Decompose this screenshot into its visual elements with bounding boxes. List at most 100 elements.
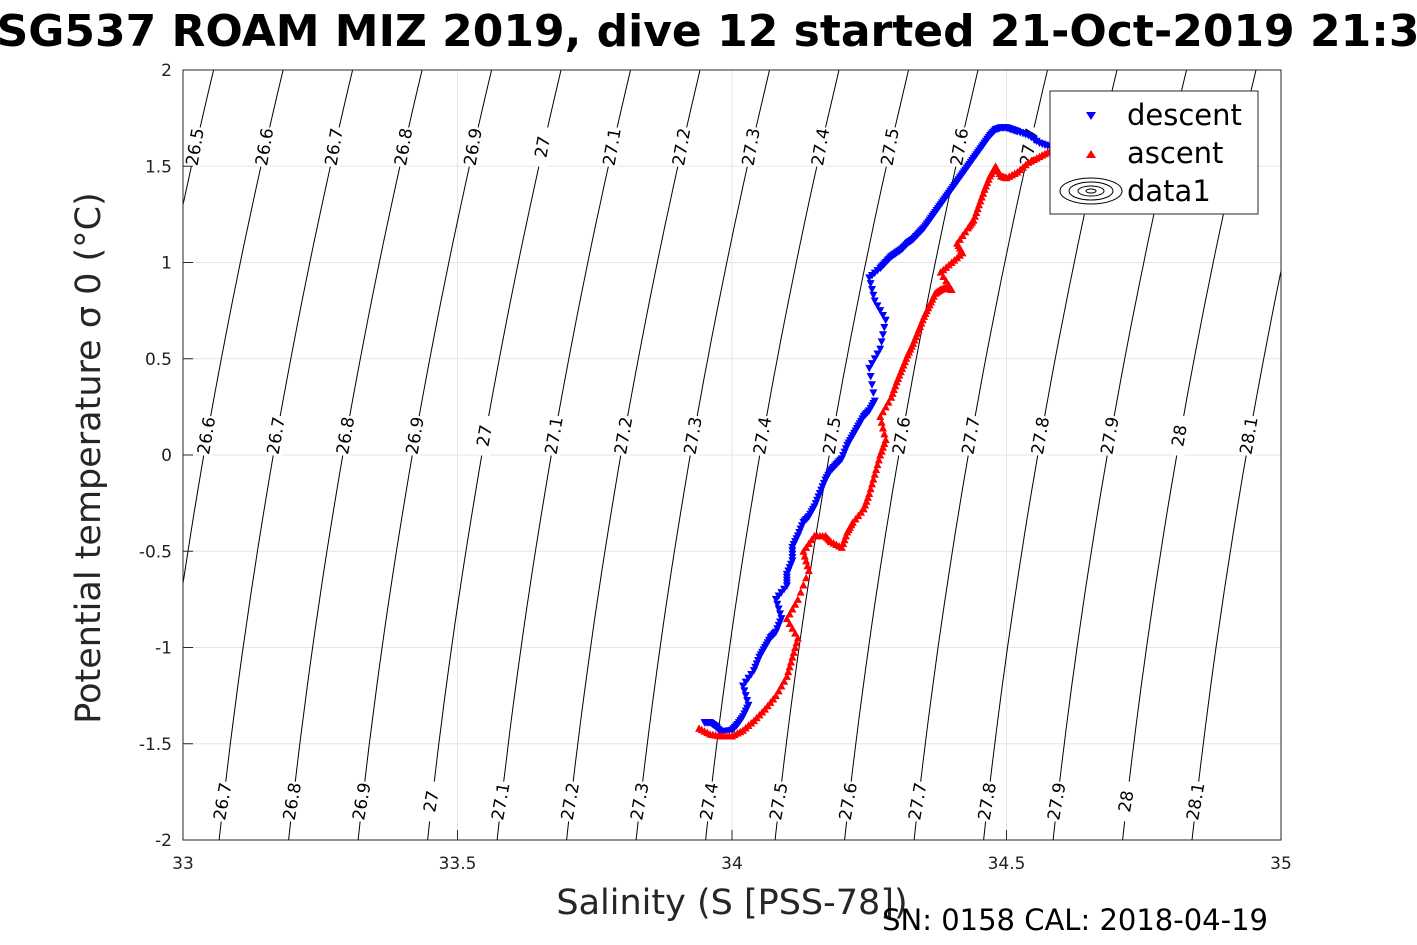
ascent-point — [877, 447, 886, 455]
isopycnal-label-bg — [261, 414, 289, 457]
descent-point — [743, 696, 752, 705]
ascent-point — [878, 424, 887, 432]
descent-point — [741, 692, 750, 700]
isopycnal-label-bg — [625, 779, 652, 823]
descent-point — [881, 316, 890, 325]
isopycnal-label-bg — [747, 414, 775, 457]
ascent-point — [784, 667, 793, 676]
y-tick-label: 1.5 — [145, 157, 172, 177]
isopycnal-label-bg — [597, 125, 625, 169]
isopycnal-label-bg — [208, 779, 235, 823]
isopycnal-label-bg — [694, 779, 722, 823]
isopycnal-label-group: 26.7 — [261, 414, 290, 457]
ascent-point — [876, 412, 885, 420]
ascent-point — [881, 402, 890, 411]
ascent-point — [878, 443, 887, 451]
isopycnal-label-bg — [277, 779, 305, 823]
isopycnal-label-bg — [388, 125, 416, 169]
ascent-point — [800, 552, 809, 560]
descent-point — [870, 397, 879, 406]
isopycnal-label-bg — [1111, 779, 1139, 823]
isopycnal-label-group: 26.9 — [458, 125, 487, 169]
y-tick-label: 0.5 — [145, 350, 172, 370]
isopycnal-label-bg — [875, 125, 903, 169]
ascent-point — [804, 539, 813, 548]
x-axis-ticks: 33 33.5 34 34.5 35 — [172, 830, 1292, 874]
ascent-point — [873, 460, 882, 469]
isopycnal-label-group: 27.7 — [903, 779, 932, 823]
isopycnal-label-bg — [1025, 414, 1053, 457]
isopycnal-label-bg — [956, 414, 983, 457]
isopycnal-label-bg — [817, 414, 845, 457]
descent-point — [867, 285, 876, 294]
descent-point — [878, 331, 887, 339]
ascent-point — [884, 398, 893, 406]
ascent-point — [880, 439, 889, 447]
ascent-point — [799, 580, 808, 589]
isopycnal-label-group: 28 — [1111, 779, 1139, 823]
descent-point — [777, 615, 786, 623]
isopycnal-label-bg — [764, 779, 791, 823]
isopycnal-label-bg — [486, 779, 513, 823]
isopycnal-label-bg — [666, 125, 694, 169]
isopycnal-label-group: 28 — [1164, 414, 1192, 457]
ascent-point — [872, 465, 881, 473]
isopycnal-label-group: 27 — [527, 125, 555, 169]
ascent-point — [841, 531, 850, 540]
x-tick-label: 34.5 — [988, 854, 1026, 874]
descent-point — [876, 307, 885, 315]
y-axis-label: Potential temperature σ 0 (°C) — [69, 192, 109, 724]
isopycnal-label-bg — [400, 414, 428, 457]
ascent-point — [939, 272, 948, 280]
ascent-point — [881, 435, 890, 444]
descent-point — [744, 701, 753, 710]
isopycnal-label-bg — [319, 125, 347, 169]
isopycnal-label-group: 27.7 — [956, 414, 985, 457]
descent-point — [877, 338, 886, 346]
isopycnal-label-bg — [469, 414, 497, 457]
isopycnal-line — [183, 70, 215, 208]
isopycnal-label-group: 27.1 — [539, 414, 568, 457]
ascent-point — [774, 686, 783, 695]
legend-ascent-label: ascent — [1127, 136, 1223, 170]
descent-point — [873, 302, 882, 310]
isopycnal-label-bg — [330, 414, 358, 457]
isopycnal-label-group: 27.2 — [608, 414, 637, 457]
ascent-point — [867, 479, 876, 488]
isopycnal-label: 27 — [420, 789, 443, 814]
ascent-point — [874, 455, 883, 464]
ascent-point — [782, 672, 791, 680]
descent-point — [866, 280, 875, 288]
ascent-point — [862, 497, 871, 505]
legend-box — [1049, 90, 1259, 215]
isopycnal-label: 27 — [473, 423, 496, 448]
ascent-point — [861, 501, 870, 509]
ascent-point — [802, 573, 811, 582]
isopycnal-label: 27 — [531, 135, 554, 160]
descent-point — [873, 350, 882, 358]
y-tick-label: -1.5 — [139, 735, 172, 755]
isopycnal-label-group: 28.1 — [1234, 414, 1263, 457]
isopycnal-label-bg — [180, 125, 208, 169]
descent-series — [700, 124, 1066, 737]
descent-point — [866, 373, 875, 381]
descent-point — [774, 605, 783, 613]
x-tick-label: 34 — [721, 854, 743, 874]
ascent-point — [785, 662, 794, 671]
isopycnal-label-bg — [1042, 779, 1069, 823]
ascent-point — [880, 429, 889, 438]
ascent-point — [866, 484, 875, 493]
isopycnal-label-group: 27.3 — [678, 414, 707, 457]
ascent-point — [793, 595, 802, 603]
ascent-point — [804, 566, 813, 574]
ascent-point — [807, 535, 816, 544]
ascent-point — [837, 543, 846, 551]
y-tick-label: 2 — [161, 61, 172, 81]
isopycnal-label-group: 27 — [416, 779, 444, 823]
legend[interactable]: descent ascent data1 — [1049, 90, 1259, 215]
ascent-point — [877, 418, 886, 426]
ascent-point — [788, 653, 797, 661]
descent-point — [870, 355, 879, 363]
isopycnal-label-bg — [1234, 414, 1261, 457]
ascent-point — [799, 547, 808, 555]
